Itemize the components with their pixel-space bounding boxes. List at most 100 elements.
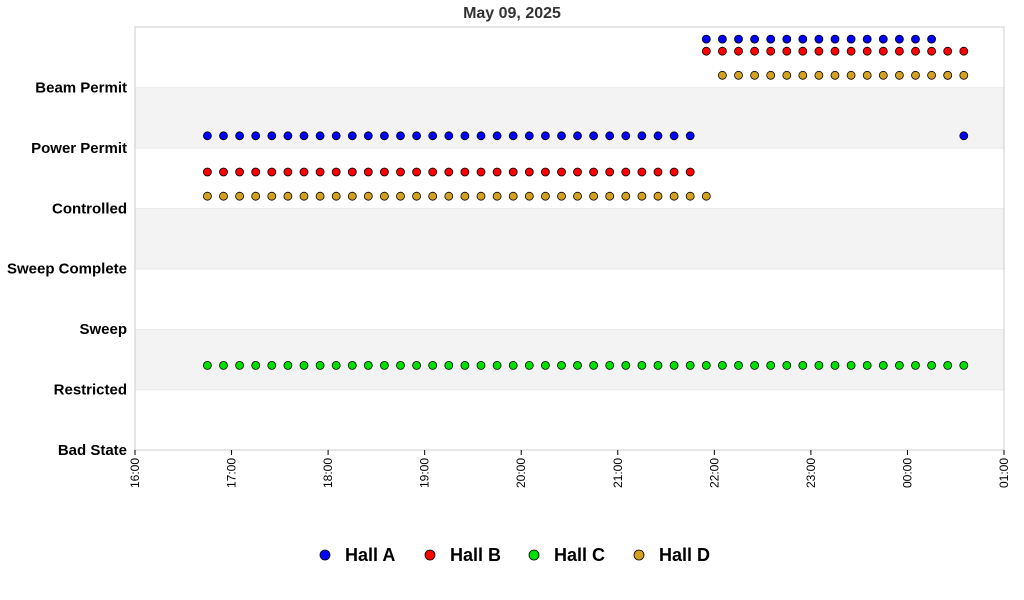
data-point-hall-d [782,70,792,80]
data-point-hall-a [476,131,486,141]
data-point-hall-b [412,167,422,177]
data-point-hall-b [701,46,711,56]
band-beam-permit [135,27,1004,88]
data-point-hall-c [331,360,341,370]
data-point-hall-b [299,167,309,177]
data-point-hall-b [428,167,438,177]
data-point-hall-b [734,46,743,56]
data-point-hall-d [476,191,486,201]
data-point-hall-c [235,360,245,370]
data-point-hall-d [396,191,405,201]
data-point-hall-d [524,191,534,201]
x-tick-label: 17:00 [225,458,239,488]
data-point-hall-c [830,360,840,370]
data-point-hall-c [589,360,598,370]
data-point-hall-d [557,191,566,201]
data-point-hall-c [396,360,405,370]
data-point-hall-d [766,70,776,80]
data-point-hall-a [685,131,695,141]
data-point-hall-a [895,34,904,44]
data-point-hall-b [750,46,759,56]
data-point-hall-d [412,191,422,201]
data-point-hall-a [492,131,502,141]
data-point-hall-d [750,70,759,80]
data-point-hall-a [524,131,534,141]
data-point-hall-d [331,191,341,201]
data-point-hall-b [219,167,228,177]
data-point-hall-b [878,46,888,56]
x-tick-label: 19:00 [418,458,432,488]
data-point-hall-d [219,191,228,201]
legend: Hall A Hall B Hall C Hall D [319,545,710,565]
data-point-hall-c [573,360,582,370]
data-point-hall-a [750,34,759,44]
data-point-hall-a [718,34,727,44]
data-point-hall-c [524,360,534,370]
data-point-hall-c [267,360,277,370]
data-point-hall-b [814,46,824,56]
x-tick-label: 21:00 [611,458,625,488]
data-point-hall-b [251,167,261,177]
data-point-hall-d [911,70,920,80]
legend-marker [528,549,540,561]
data-point-hall-d [927,70,936,80]
data-point-hall-d [267,191,277,201]
data-point-hall-b [363,167,373,177]
band-sweep-complete [135,208,1004,269]
x-axis: 16:00 17:00 18:00 19:00 20:00 21:00 22:00 23:00… [128,450,1011,488]
y-axis-labels: Bad State Restricted Sweep Sweep Complete Co… [7,79,127,459]
data-point-hall-d [379,191,389,201]
data-point-hall-b [718,46,727,56]
data-point-hall-c [541,360,550,370]
plot-bands [135,26,1004,450]
data-point-hall-c [444,360,454,370]
data-point-hall-d [637,191,647,201]
data-point-hall-a [589,131,598,141]
plot-frame [134,26,1005,451]
data-point-hall-d [669,191,679,201]
data-point-hall-a [508,131,518,141]
data-point-hall-d [814,70,824,80]
data-point-hall-d [734,70,743,80]
data-point-hall-a [363,131,373,141]
data-point-hall-b [524,167,534,177]
data-point-hall-c [428,360,438,370]
data-point-hall-a [959,131,969,141]
data-point-hall-d [299,191,309,201]
data-point-hall-a [299,131,309,141]
data-point-hall-b [508,167,518,177]
data-point-hall-b [492,167,502,177]
data-point-hall-b [911,46,920,56]
legend-label: Hall B [450,545,501,565]
data-point-hall-a [798,34,808,44]
data-point-hall-d [492,191,502,201]
y-tick-label: Restricted [54,382,127,399]
data-point-hall-b [541,167,550,177]
data-point-hall-a [862,34,872,44]
data-point-hall-b [605,167,615,177]
data-point-hall-a [846,34,856,44]
data-point-hall-c [557,360,566,370]
data-point-hall-d [428,191,438,201]
data-point-hall-d [943,70,953,80]
data-point-hall-b [685,167,695,177]
data-point-hall-c [460,360,470,370]
data-point-hall-a [830,34,840,44]
data-point-hall-b [283,167,293,177]
data-point-hall-c [814,360,824,370]
data-point-hall-a [347,131,357,141]
x-tick-label: 23:00 [804,458,818,488]
y-tick-label: Power Permit [31,140,127,157]
data-point-hall-c [846,360,856,370]
band-restricted [135,329,1004,390]
data-point-hall-a [235,131,245,141]
data-point-hall-a [621,131,631,141]
data-point-hall-c [637,360,647,370]
data-point-hall-d [621,191,631,201]
data-point-hall-a [283,131,293,141]
data-point-hall-c [621,360,631,370]
data-point-hall-c [347,360,357,370]
data-point-hall-a [202,131,212,141]
data-point-hall-a [267,131,277,141]
y-tick-label: Sweep Complete [7,261,127,278]
